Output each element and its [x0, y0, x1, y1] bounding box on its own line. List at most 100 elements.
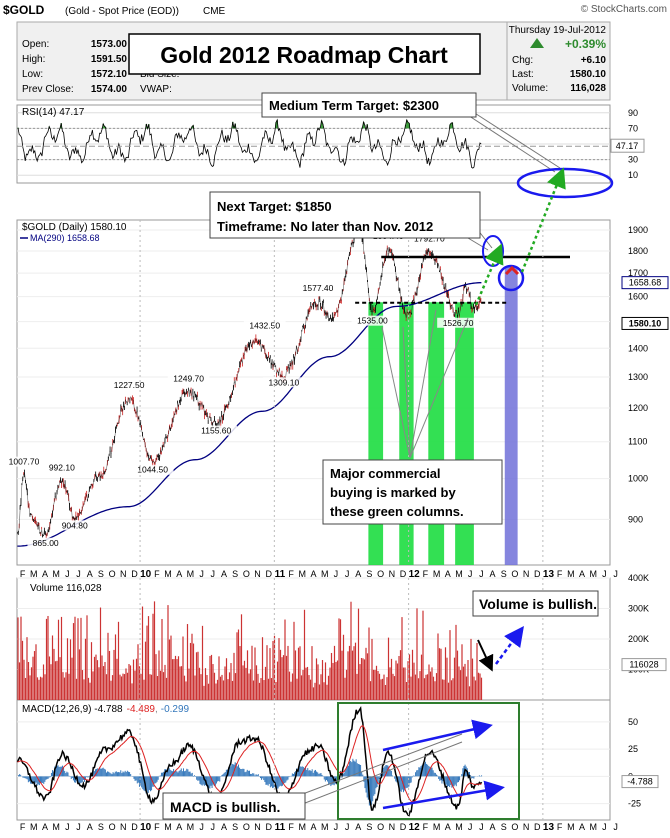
commercial-callout: Major commercial buying is marked by the…: [322, 459, 503, 525]
quote-box-right: [506, 21, 611, 101]
x-axis-month-label: J: [211, 822, 216, 832]
x-axis-month-label: O: [243, 822, 250, 832]
macd-tick-label: -25: [628, 799, 641, 809]
x-axis-month-label: D: [400, 822, 407, 832]
x-axis-month-label: M: [567, 822, 575, 832]
price-label-bg: [3, 456, 45, 467]
change-percent: +0.39%: [565, 37, 606, 51]
quote-value: 1591.50: [91, 54, 128, 65]
x-axis-month-label: M: [589, 569, 597, 579]
commercial-pointer-line: [402, 326, 411, 459]
rsi-last-value: 47.17: [616, 141, 639, 151]
x-axis-month-label: A: [355, 569, 361, 579]
rsi-line: [17, 118, 482, 169]
x-axis-month-label: M: [30, 822, 38, 832]
price-point-label: 1044.50: [137, 465, 168, 475]
x-axis-month-label: O: [109, 569, 116, 579]
x-axis-month-label: J: [468, 822, 473, 832]
x-axis-month-label: M: [321, 822, 329, 832]
x-axis-month-label: A: [310, 822, 316, 832]
price-point-label: 1535.00: [357, 316, 388, 326]
x-axis-month-label: S: [501, 822, 507, 832]
price-tick-label: 1800: [628, 246, 648, 256]
x-axis-month-label: S: [366, 569, 372, 579]
price-tick-label: 1900: [628, 225, 648, 235]
macd-callout: MACD is bullish.: [162, 702, 520, 820]
volume-bullish-label: Volume is bullish.: [479, 596, 597, 612]
nov-target-circle: [497, 264, 525, 292]
x-axis-month-label: N: [523, 822, 530, 832]
x-axis-layer: F M A M J J A S O N D 10 F M A M J J A S O N D 11 F M A M J J A S O N D 12 F…: [20, 220, 618, 833]
volume-up-arrow: [494, 625, 524, 665]
x-axis-month-label: 10: [140, 569, 152, 580]
x-axis-month-label: D: [131, 569, 138, 579]
x-axis-month-label: J: [602, 569, 607, 579]
price-point-label: 1432.50: [249, 320, 280, 330]
x-axis-month-label: A: [87, 569, 93, 579]
x-axis-month-label: J: [613, 569, 618, 579]
rsi-tick-label: 30: [628, 155, 638, 165]
callout-layer: [381, 167, 566, 459]
x-axis-month-label: F: [423, 822, 429, 832]
x-axis-month-label: J: [334, 822, 339, 832]
x-axis-month-label: M: [187, 822, 195, 832]
x-axis-month-label: S: [232, 822, 238, 832]
price-point-label: 1309.10: [268, 377, 299, 387]
price-label-bg: [297, 283, 339, 294]
price-point-label: 1249.70: [173, 373, 204, 383]
x-axis-month-label: F: [423, 569, 429, 579]
x-axis-month-label: D: [534, 569, 541, 579]
x-axis-month-label: M: [433, 822, 441, 832]
x-axis-month-label: A: [87, 822, 93, 832]
commercial-buying-column: [368, 302, 384, 565]
x-axis-month-label: J: [76, 822, 81, 832]
macd-bullish-label: MACD is bullish.: [170, 799, 280, 815]
x-axis-month-label: S: [366, 822, 372, 832]
x-axis-month-label: M: [321, 569, 329, 579]
x-axis-month-label: D: [265, 569, 272, 579]
macd-signal-value: -4.489: [127, 704, 156, 715]
commercial-pointer-line: [409, 309, 437, 459]
medium-target-callout: Medium Term Target: $2300: [261, 92, 614, 199]
price-point-label: 865.00: [33, 538, 59, 548]
rsi-tick-label: 10: [628, 170, 638, 180]
volume-last-value: 116028: [629, 660, 658, 670]
macd-title: MACD(12,26,9) -4.788 -4.489, -0.299: [22, 704, 190, 715]
x-axis-month-label: O: [511, 822, 518, 832]
x-axis-month-label: N: [389, 822, 396, 832]
x-axis-month-label: J: [345, 822, 350, 832]
ma-last-value: 1658.68: [629, 278, 662, 288]
x-axis-month-label: J: [334, 569, 339, 579]
x-axis-month-label: M: [164, 822, 172, 832]
x-axis-month-label: N: [254, 822, 261, 832]
up-arrow-icon: [530, 38, 544, 48]
medium-target-label: Medium Term Target: $2300: [269, 98, 439, 113]
x-axis-month-label: J: [199, 822, 204, 832]
quote-label: Open:: [22, 39, 49, 50]
symbol: $GOLD: [3, 3, 45, 17]
brand-logo: © StockCharts.com: [581, 4, 667, 15]
quote-value: 116,028: [570, 83, 606, 94]
macd-panel: [16, 699, 611, 821]
x-axis-month-label: 13: [543, 822, 555, 833]
quote-mid-label: VWAP:: [140, 84, 172, 95]
projection-column: [504, 266, 518, 565]
x-axis-month-label: J: [613, 822, 618, 832]
quote-right: Chg: +6.10 Last: 1580.10 Volume: 116,028: [512, 55, 606, 94]
x-axis-month-label: O: [377, 822, 384, 832]
x-axis-month-label: A: [579, 569, 585, 579]
x-axis-month-label: M: [455, 822, 463, 832]
volume-last-tag: [621, 658, 667, 672]
volume-title: Volume 116,028: [30, 583, 102, 594]
x-axis-month-label: 13: [543, 569, 555, 580]
x-axis-month-label: N: [254, 569, 261, 579]
x-axis-month-label: A: [445, 822, 451, 832]
x-axis-month-label: M: [52, 569, 60, 579]
x-axis-month-label: F: [20, 822, 26, 832]
price-label-bg: [195, 425, 238, 436]
price-point-label: 1577.40: [303, 283, 334, 293]
next-target-box: [209, 191, 481, 239]
x-axis-month-label: 12: [409, 569, 421, 580]
x-axis-month-label: A: [579, 822, 585, 832]
x-axis-month-label: M: [164, 569, 172, 579]
